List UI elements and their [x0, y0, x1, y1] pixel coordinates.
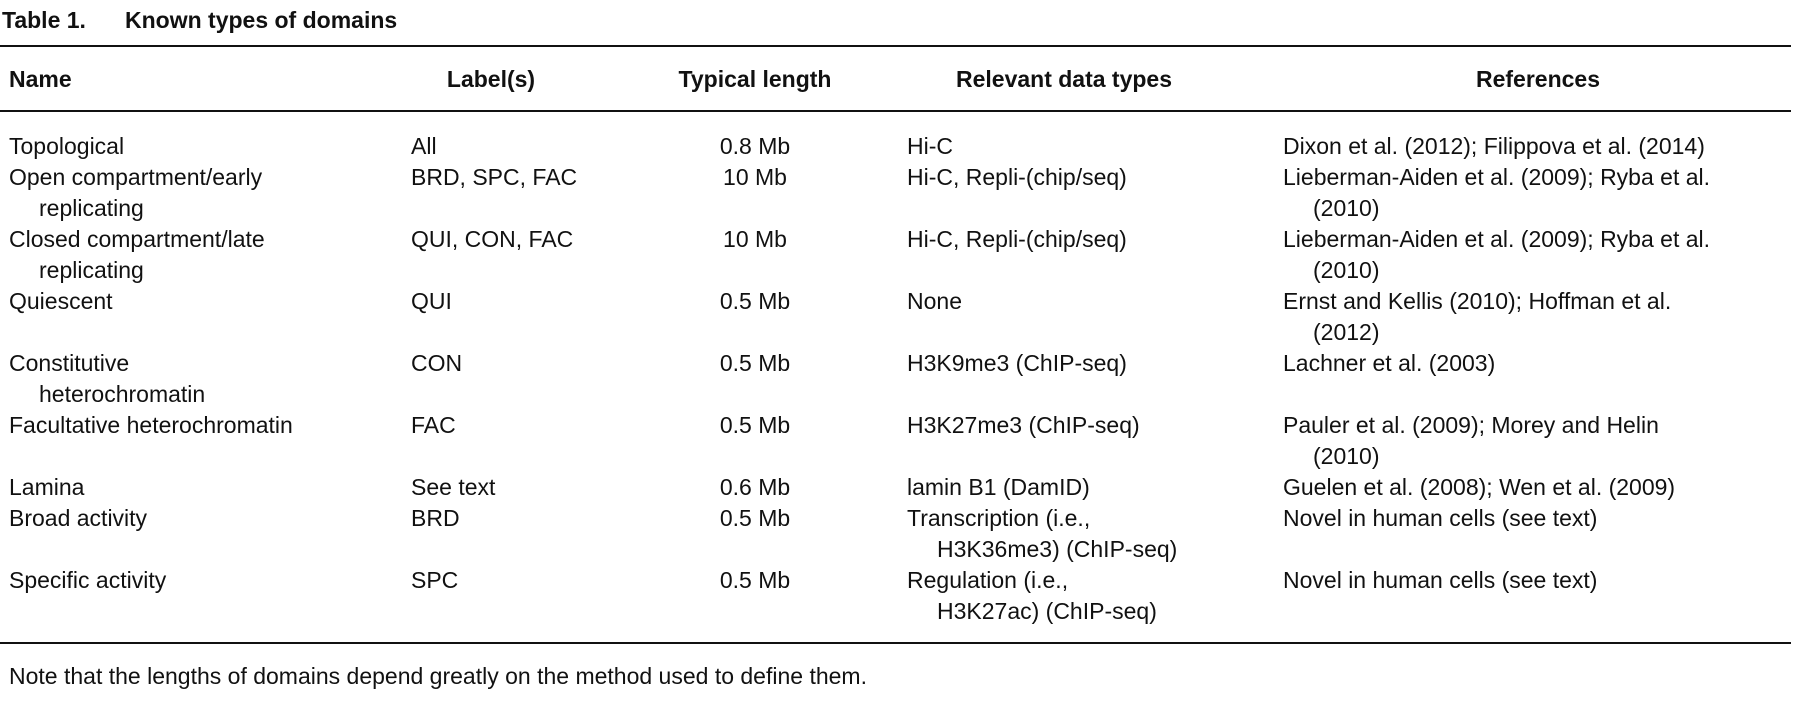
- table-cell: 10 Mb: [723, 164, 787, 190]
- table-cell: Quiescent: [9, 288, 113, 314]
- table-cell: heterochromatin: [39, 381, 206, 407]
- table-cell: BRD, SPC, FAC: [411, 164, 578, 190]
- table-cell: Dixon et al. (2012); Filippova et al. (2…: [1283, 133, 1705, 159]
- table-cell: Facultative heterochromatin: [9, 412, 293, 438]
- table-cell: Specific activity: [9, 567, 167, 593]
- bottom-rule: [0, 642, 1791, 644]
- top-rule: [0, 45, 1791, 47]
- table-cell: 0.5 Mb: [719, 505, 791, 531]
- table-cell: Lamina: [9, 474, 85, 500]
- table-cell: replicating: [39, 257, 144, 283]
- table-cell: Hi-C, Repli-(chip/seq): [907, 164, 1127, 190]
- table-cell: QUI, CON, FAC: [411, 226, 574, 252]
- table-cell: lamin B1 (DamID): [907, 474, 1090, 500]
- table-cell: Hi-C: [907, 133, 953, 159]
- table-cell: H3K27ac) (ChIP-seq): [937, 598, 1157, 624]
- table-cell: None: [907, 288, 962, 314]
- column-header: References: [1475, 66, 1601, 92]
- table-cell: 0.5 Mb: [719, 288, 791, 314]
- table-cell: CON: [411, 350, 463, 376]
- table-cell: (2010): [1313, 443, 1380, 469]
- table-cell: H3K27me3 (ChIP-seq): [907, 412, 1140, 438]
- table-cell: QUI: [411, 288, 452, 314]
- table-cell: (2010): [1313, 257, 1380, 283]
- table-cell: (2012): [1313, 319, 1380, 345]
- table-cell: Lachner et al. (2003): [1283, 350, 1496, 376]
- table-cell: (2010): [1313, 195, 1380, 221]
- column-header: Relevant data types: [955, 66, 1173, 92]
- table-cell: H3K9me3 (ChIP-seq): [907, 350, 1127, 376]
- table-cell: Ernst and Kellis (2010); Hoffman et al.: [1283, 288, 1672, 314]
- column-header: Label(s): [446, 66, 536, 92]
- table-cell: FAC: [411, 412, 456, 438]
- table-cell: Pauler et al. (2009); Morey and Helin: [1283, 412, 1659, 438]
- table-cell: Guelen et al. (2008); Wen et al. (2009): [1283, 474, 1676, 500]
- table-cell: Transcription (i.e.,: [907, 505, 1091, 531]
- table-cell: Novel in human cells (see text): [1283, 505, 1598, 531]
- table-cell: 10 Mb: [723, 226, 787, 252]
- table-cell: 0.5 Mb: [719, 412, 791, 438]
- table-cell: 0.6 Mb: [719, 474, 791, 500]
- column-header: Name: [9, 66, 72, 92]
- table-cell: Closed compartment/late: [9, 226, 265, 252]
- table-cell: 0.5 Mb: [719, 567, 791, 593]
- table-cell: 0.8 Mb: [719, 133, 791, 159]
- table-cell: Constitutive: [9, 350, 130, 376]
- table-cell: Hi-C, Repli-(chip/seq): [907, 226, 1127, 252]
- table-cell: Lieberman-Aiden et al. (2009); Ryba et a…: [1283, 226, 1711, 252]
- header-rule: [0, 110, 1791, 112]
- table-note: Note that the lengths of domains depend …: [9, 663, 867, 689]
- table-cell: See text: [411, 474, 496, 500]
- table-cell: Topological: [9, 133, 125, 159]
- table-cell: Broad activity: [9, 505, 148, 531]
- table-title: Known types of domains: [125, 7, 398, 33]
- table-cell: Novel in human cells (see text): [1283, 567, 1598, 593]
- table-cell: BRD: [411, 505, 460, 531]
- table-label: Table 1.: [2, 7, 86, 33]
- table-cell: 0.5 Mb: [719, 350, 791, 376]
- table-cell: SPC: [411, 567, 459, 593]
- table-cell: H3K36me3) (ChIP-seq): [937, 536, 1178, 562]
- table-cell: Lieberman-Aiden et al. (2009); Ryba et a…: [1283, 164, 1711, 190]
- table-cell: All: [411, 133, 437, 159]
- table-cell: replicating: [39, 195, 144, 221]
- table-cell: Regulation (i.e.,: [907, 567, 1069, 593]
- column-header: Typical length: [678, 66, 832, 92]
- table-cell: Open compartment/early: [9, 164, 263, 190]
